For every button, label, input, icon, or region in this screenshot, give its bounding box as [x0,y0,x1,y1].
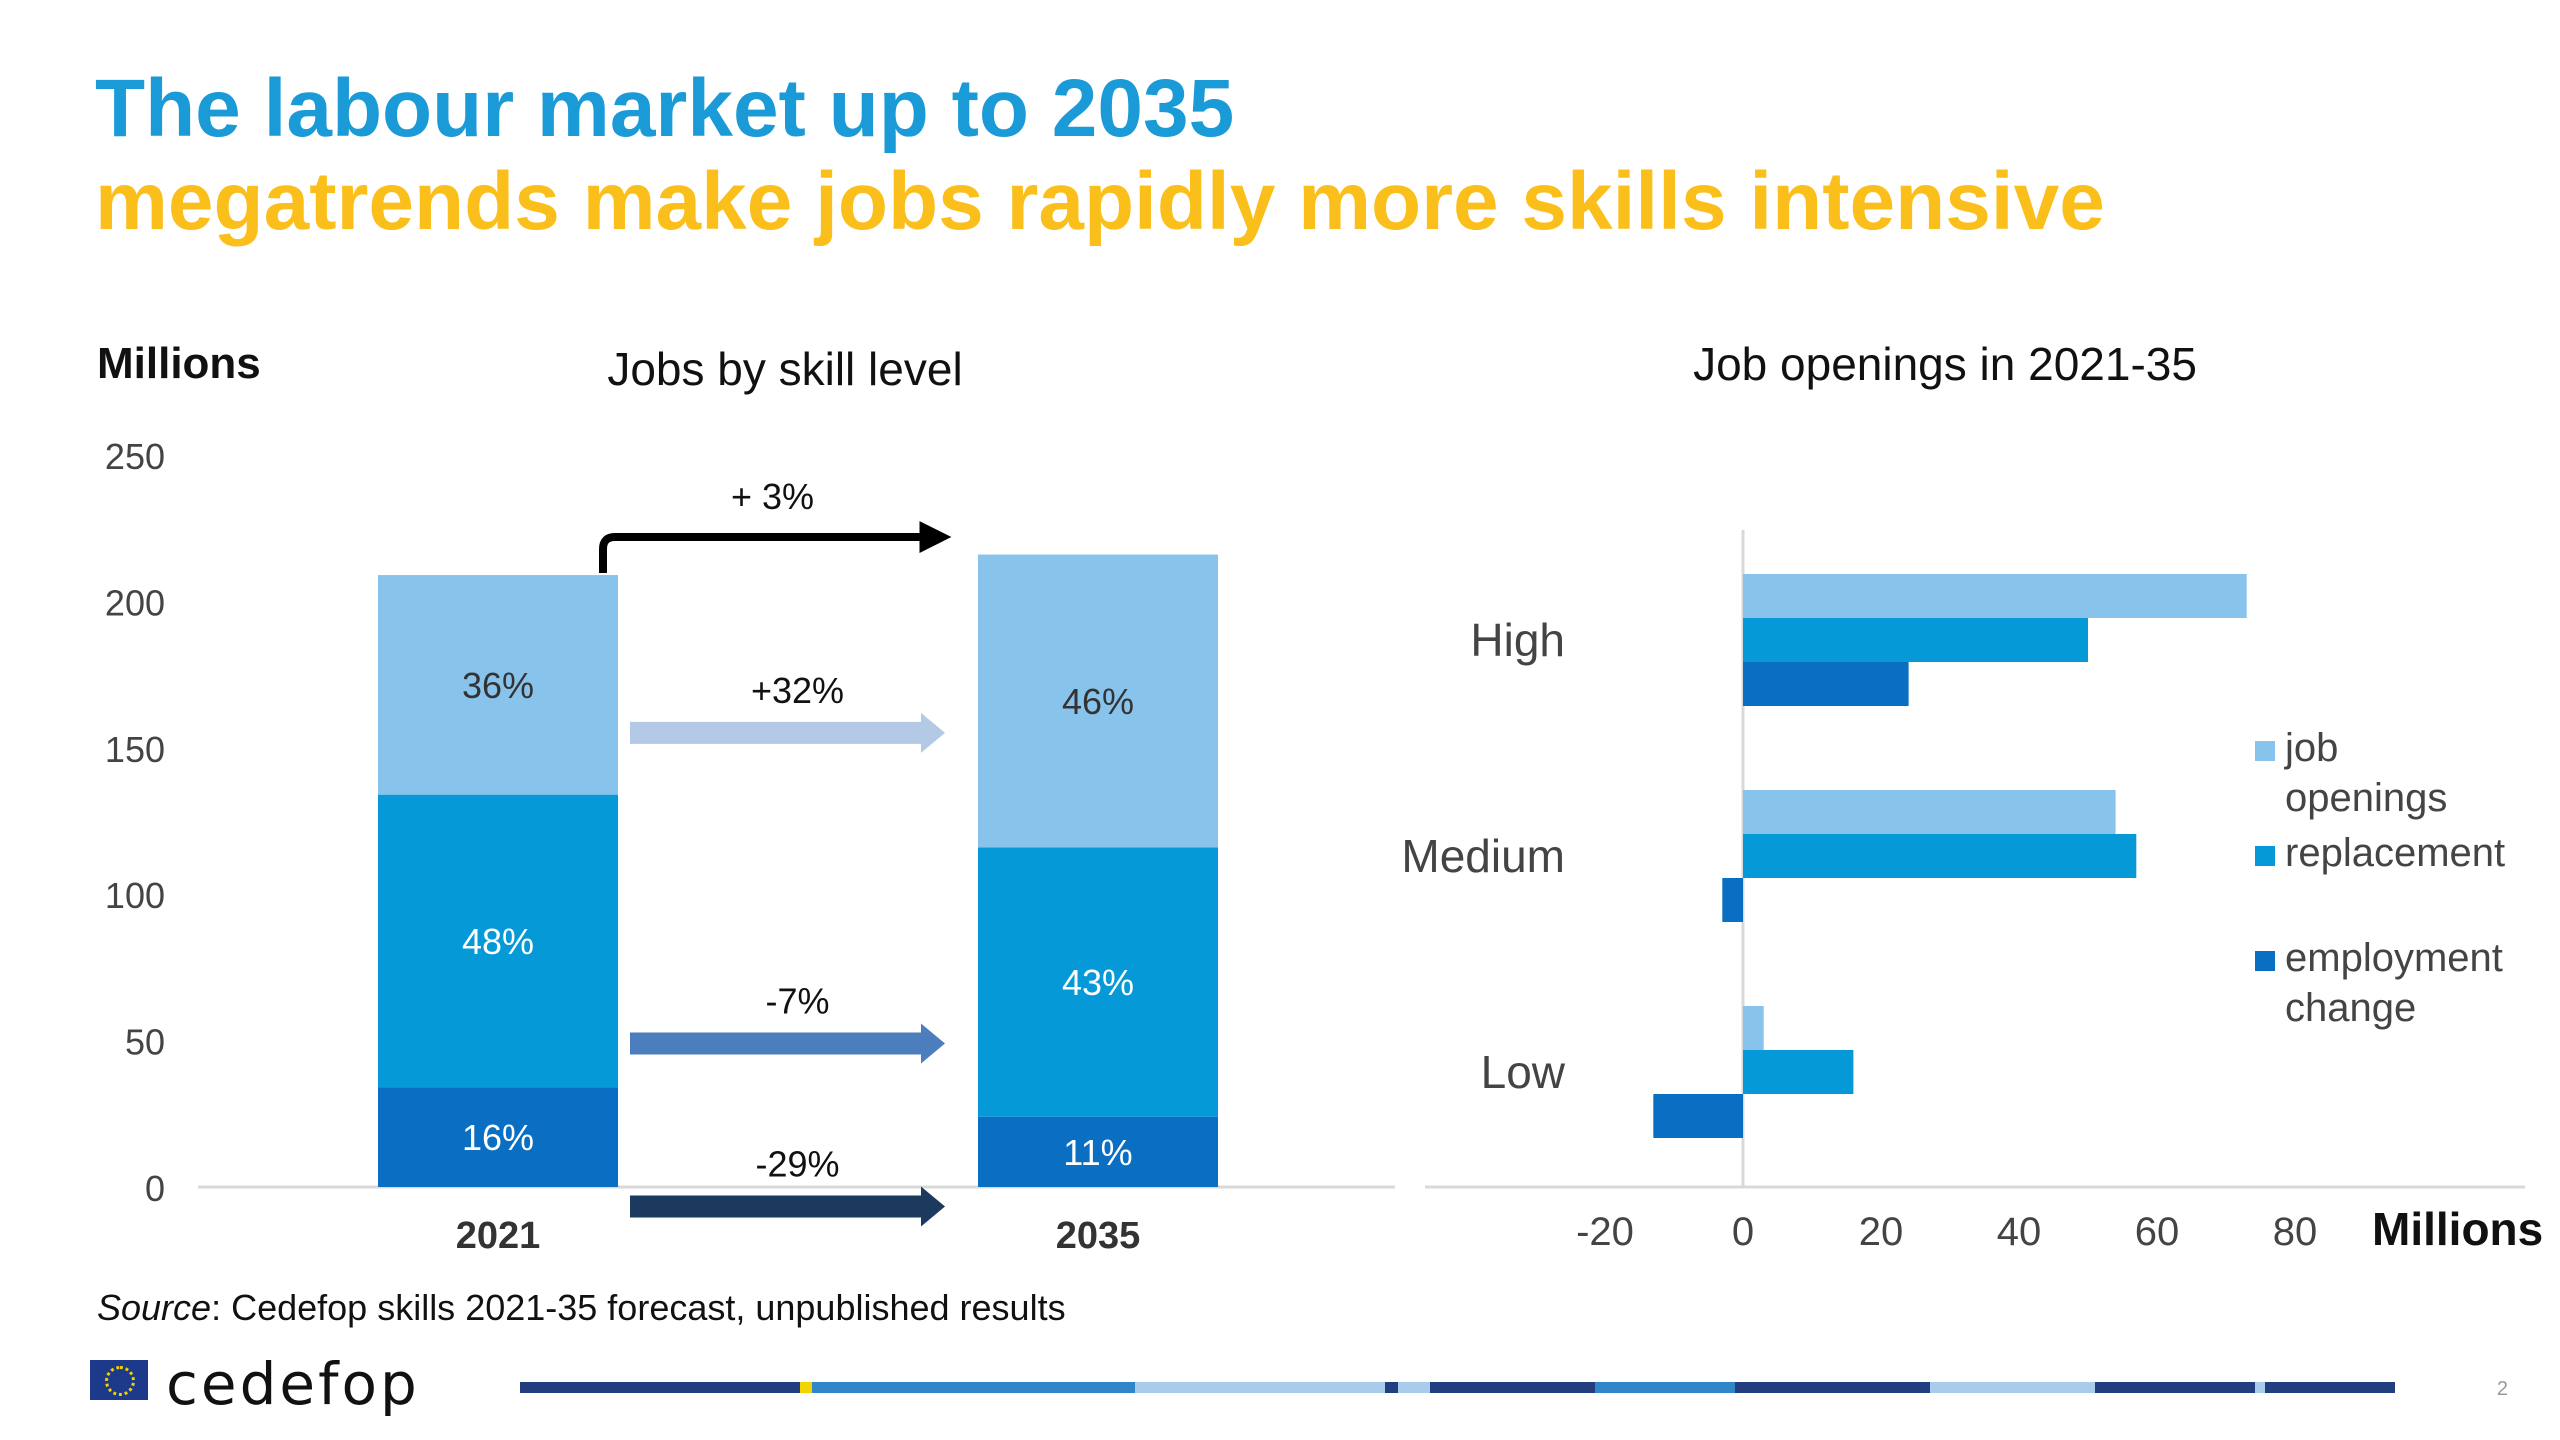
right-bar-employment-change [1743,662,1909,706]
legend-swatch [2255,951,2275,971]
arrow-low [630,1186,945,1227]
right-xtick-label: 80 [2273,1210,2318,1254]
arrow-medium [630,1023,945,1064]
footer-stripe-segment [800,1382,812,1393]
right-bar-replacement [1743,1050,1854,1094]
footer-stripe-segment [2265,1382,2395,1393]
right-chart-xlabel: Millions [2372,1203,2543,1255]
right-xtick-label: 60 [2135,1210,2180,1254]
footer-stripe-segment [1735,1382,1930,1393]
left-bar-segment-low [978,1116,1218,1187]
arrow-total [599,521,952,574]
right-bar-replacement [1743,834,2137,878]
slide-title: The labour market up to 2035 [95,63,1235,154]
source-note: Source: Cedefop skills 2021-35 forecast,… [97,1287,1066,1329]
left-bar-data-label: 16% [462,1117,534,1158]
slide-subtitle: megatrends make jobs rapidly more skills… [95,156,2105,247]
footer-stripe-segment [1595,1382,1735,1393]
left-bar-data-label: 11% [1063,1132,1132,1173]
left-bar-data-label: 43% [1062,962,1134,1003]
right-bar-job-openings [1743,1006,1764,1050]
right-bar-employment-change [1653,1094,1743,1138]
footer-stripe-segment [520,1382,800,1393]
arrow-high [630,712,945,753]
arrow-label-high: +32% [751,670,844,711]
right-bar-job-openings [1743,574,2247,618]
eu-flag-icon [90,1360,148,1400]
right-category-label: Medium [1401,830,1565,882]
arrow-label-total: + 3% [731,476,814,517]
footer-stripe-segment [2095,1382,2255,1393]
footer-stripe [520,1382,2395,1393]
left-ytick-label: 250 [105,436,165,477]
legend-label: change [2285,986,2416,1030]
legend-label: replacement [2285,831,2505,875]
right-bar-employment-change [1722,878,1743,922]
left-bar-segment-high [378,575,618,795]
left-bar-data-label: 48% [462,921,534,962]
left-ytick-label: 0 [145,1168,165,1209]
footer-stripe-segment [812,1382,1135,1393]
left-xtick-label: 2035 [1056,1215,1141,1257]
arrow-label-medium: -7% [765,981,829,1022]
left-ytick-label: 150 [105,729,165,770]
right-category-label: High [1470,614,1565,666]
source-text: : Cedefop skills 2021-35 forecast, unpub… [211,1287,1066,1328]
legend-label: job [2284,726,2338,770]
cedefop-logo: cedefop [90,1350,450,1418]
footer-stripe-segment [1385,1382,1398,1393]
right-bar-replacement [1743,618,2088,662]
right-bar-job-openings [1743,790,2116,834]
source-label: Source [97,1287,212,1328]
page-number: 2 [2496,1378,2508,1400]
left-ytick-label: 100 [105,875,165,916]
right-xtick-label: 20 [1859,1210,1904,1254]
footer-stripe-segment [1398,1382,1430,1393]
legend-label: openings [2285,776,2447,820]
legend-swatch [2255,741,2275,761]
legend-swatch [2255,846,2275,866]
footer-stripe-segment [1930,1382,2095,1393]
right-category-label: Low [1481,1046,1566,1098]
right-xtick-label: 0 [1732,1210,1754,1254]
logo-text: cedefop [166,1350,420,1418]
left-chart-ylabel: Millions [97,339,261,388]
footer-stripe-segment [2255,1382,2265,1393]
left-bar-segment-high [978,554,1218,848]
left-bar-segment-medium [978,847,1218,1117]
right-xtick-label: -20 [1576,1210,1634,1254]
left-chart-title: Jobs by skill level [607,343,962,395]
left-bar-segment-medium [378,794,618,1088]
left-bar-data-label: 46% [1062,681,1134,722]
left-bar-segment-low [378,1087,618,1187]
left-xtick-label: 2021 [456,1215,541,1257]
legend-label: employment [2285,936,2503,980]
right-chart-title: Job openings in 2021-35 [1693,338,2197,390]
right-xtick-label: 40 [1997,1210,2042,1254]
left-ytick-label: 200 [105,582,165,623]
footer-stripe-segment [1430,1382,1595,1393]
left-bar-data-label: 36% [462,665,534,706]
left-ytick-label: 50 [125,1022,165,1063]
footer-stripe-segment [1135,1382,1385,1393]
arrow-label-low: -29% [755,1144,839,1185]
